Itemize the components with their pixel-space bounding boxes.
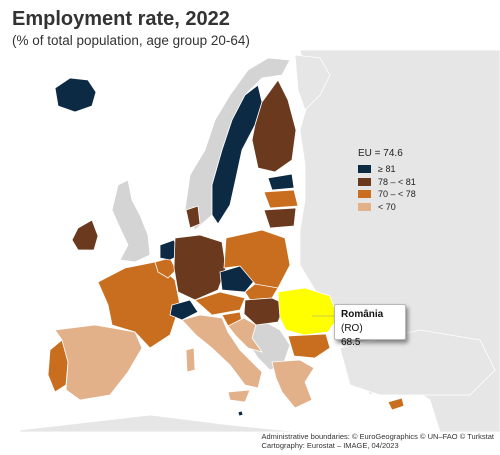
denmark [185,205,201,229]
hungary [243,297,286,326]
land-russia-north [294,54,331,111]
legend-label: ≥ 81 [378,164,396,175]
map-title: Employment rate, 2022 [12,8,230,30]
legend-title: EU = 74.6 [358,148,403,159]
legend-item: 78 – < 81 [358,176,416,189]
tooltip-value: 68.5 [341,337,361,348]
austria [194,291,246,316]
tooltip-country: România [341,309,384,320]
legend-item: 70 – < 78 [358,188,416,201]
croatia [227,317,263,353]
greece [271,359,315,409]
europe-map [19,50,500,432]
romania [277,287,339,336]
map-subtitle: (% of total population, age group 20-64) [12,33,250,48]
legend-label: 70 – < 78 [378,189,416,200]
tooltip-country-line: România (RO) [341,308,399,336]
latvia [263,189,299,209]
legend-label: < 70 [378,201,396,212]
legend-swatch [358,190,371,199]
estonia [267,173,295,191]
legend-swatch [358,165,371,174]
spain [54,324,143,401]
france [97,261,181,349]
sardinia [185,347,196,373]
switzerland [169,299,199,321]
map-credits: Administrative boundaries: © EuroGeograp… [261,432,494,450]
uk [111,179,151,263]
legend-item: < 70 [358,201,416,214]
legend-swatch [358,202,371,211]
credits-cartography: Cartography: Eurostat – IMAGE, 04/2023 [261,441,399,450]
legend-item: ≥ 81 [358,163,416,176]
legend-label: 78 – < 81 [378,176,416,187]
iceland [54,77,97,113]
ireland [71,219,99,251]
germany [173,234,227,301]
tooltip-code: (RO) [341,323,363,334]
malta [237,410,244,417]
country-tooltip: România (RO) 68.5 [334,304,406,348]
italy [181,314,263,389]
land-turkey [339,329,496,396]
slovakia [244,283,279,301]
cyprus [387,397,405,411]
land-north-africa [19,414,301,432]
lithuania [263,207,297,229]
sicily [227,389,251,403]
map-legend: EU = 74.6 ≥ 81 78 – < 81 70 – < 78 < 70 [358,148,416,213]
credits-boundaries: Administrative boundaries: © EuroGeograp… [261,432,494,441]
finland [251,79,297,173]
legend-swatch [358,177,371,186]
bulgaria [287,333,331,359]
